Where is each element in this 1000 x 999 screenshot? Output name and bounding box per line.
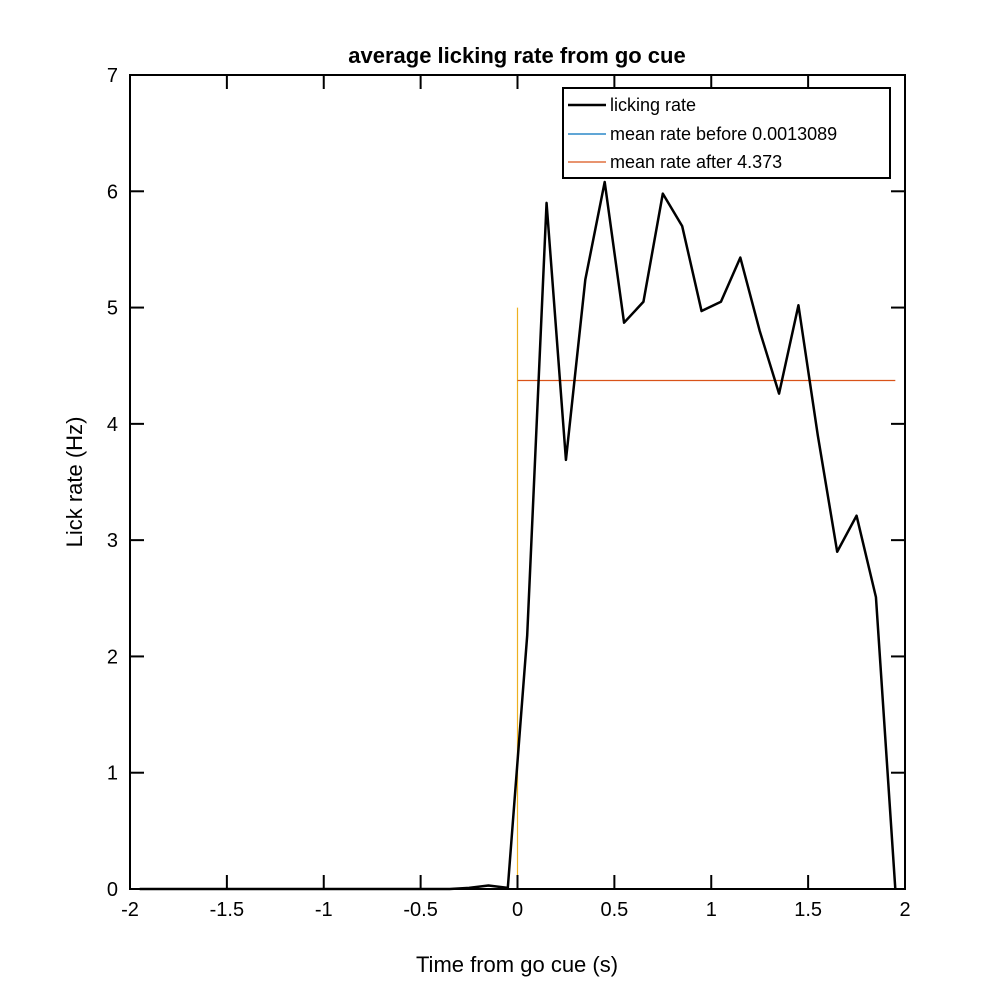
x-tick-label: -1 — [315, 899, 333, 921]
x-tick-label: -2 — [121, 899, 139, 921]
x-tick-label: 2 — [899, 899, 910, 921]
legend-label-mean-before: mean rate before 0.0013089 — [610, 124, 837, 144]
legend: licking rate mean rate before 0.0013089 … — [562, 87, 891, 179]
y-tick-label: 1 — [107, 763, 118, 785]
x-tick-label: 1.5 — [794, 899, 822, 921]
legend-box — [562, 87, 891, 179]
y-tick-label: 4 — [107, 414, 118, 436]
x-tick-label: 0.5 — [600, 899, 628, 921]
ticks-layer: -2 -1.5 -1 -0.5 0 0.5 1 1.5 2 0 1 2 3 4 5 6 7 — [107, 65, 911, 921]
x-tick-label: 0 — [512, 899, 523, 921]
x-tick-label: 1 — [706, 899, 717, 921]
y-tick-label: 5 — [107, 298, 118, 320]
y-tick-label: 2 — [107, 646, 118, 668]
x-tick-label: -1.5 — [210, 899, 244, 921]
y-tick-label: 7 — [107, 65, 118, 87]
y-tick-label: 6 — [107, 181, 118, 203]
y-axis-title: Lick rate (Hz) — [62, 417, 87, 548]
y-tick-label: 3 — [107, 530, 118, 552]
legend-label-licking-rate: licking rate — [610, 95, 696, 115]
chart-title: average licking rate from go cue — [348, 43, 685, 68]
legend-label-mean-after: mean rate after 4.373 — [610, 152, 782, 172]
x-tick-label: -0.5 — [403, 899, 437, 921]
y-tick-label: 0 — [107, 879, 118, 901]
x-axis-title: Time from go cue (s) — [416, 952, 618, 977]
